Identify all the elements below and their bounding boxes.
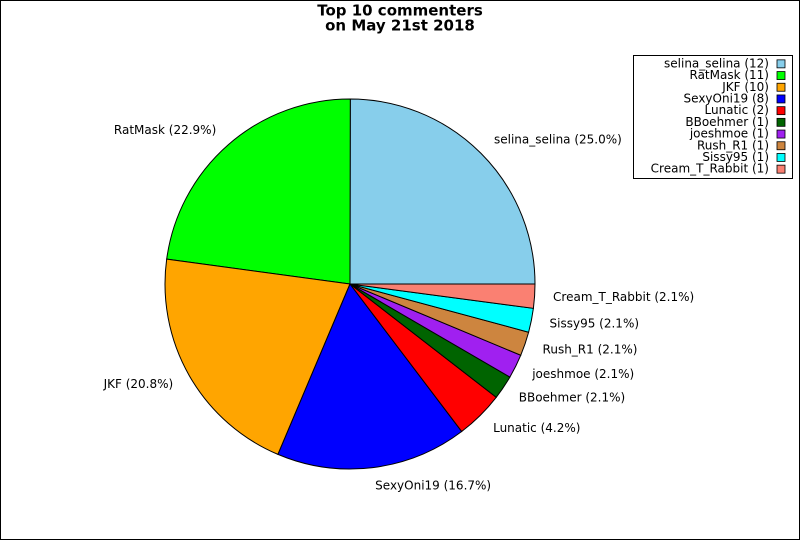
legend-label: Rush_R1 (1)	[697, 138, 769, 152]
legend-swatch	[776, 94, 786, 104]
legend-swatch	[776, 82, 786, 92]
slice-label: SexyOni19 (16.7%)	[375, 478, 491, 492]
legend-swatch	[776, 129, 786, 139]
slice-label: BBoehmer (2.1%)	[519, 390, 625, 404]
legend-swatch	[776, 117, 786, 127]
legend-label: Lunatic (2)	[705, 103, 770, 117]
slice-label: Sissy95 (2.1%)	[550, 316, 640, 330]
legend-label: JKF (10)	[721, 80, 769, 94]
legend-swatch	[776, 71, 786, 80]
legend-label: Sissy95 (1)	[702, 150, 769, 164]
legend-swatch	[776, 59, 786, 69]
legend-label: Cream_T_Rabbit (1)	[651, 162, 769, 176]
slice-label: JKF (20.8%)	[103, 377, 174, 391]
legend-swatch	[776, 141, 786, 151]
pie-slice	[166, 98, 351, 285]
legend-swatch	[776, 164, 786, 174]
chart-title: Top 10 commenters	[317, 2, 483, 20]
slice-label: joeshmoe (2.1%)	[531, 367, 634, 381]
pie-slice	[349, 283, 536, 309]
legend-label: BBoehmer (1)	[685, 115, 769, 129]
chart-subtitle: on May 21st 2018	[325, 17, 475, 35]
pie-slice	[277, 283, 463, 470]
slice-label: Cream_T_Rabbit (2.1%)	[553, 290, 694, 304]
legend-label: RatMask (11)	[690, 68, 770, 82]
legend-swatch	[776, 106, 786, 116]
pie-slice	[349, 98, 536, 285]
slice-label: RatMask (22.9%)	[114, 123, 216, 137]
slice-label: selina_selina (25.0%)	[494, 133, 622, 147]
legend-label: selina_selina (12)	[664, 56, 769, 70]
legend-swatch	[776, 153, 786, 162]
legend-box	[633, 55, 793, 179]
pie-slice	[164, 258, 351, 456]
legend-label: SexyOni19 (8)	[684, 91, 769, 105]
slice-label: Rush_R1 (2.1%)	[543, 342, 638, 356]
legend-label: joeshmoe (1)	[689, 127, 769, 141]
slice-label: Lunatic (4.2%)	[493, 421, 580, 435]
